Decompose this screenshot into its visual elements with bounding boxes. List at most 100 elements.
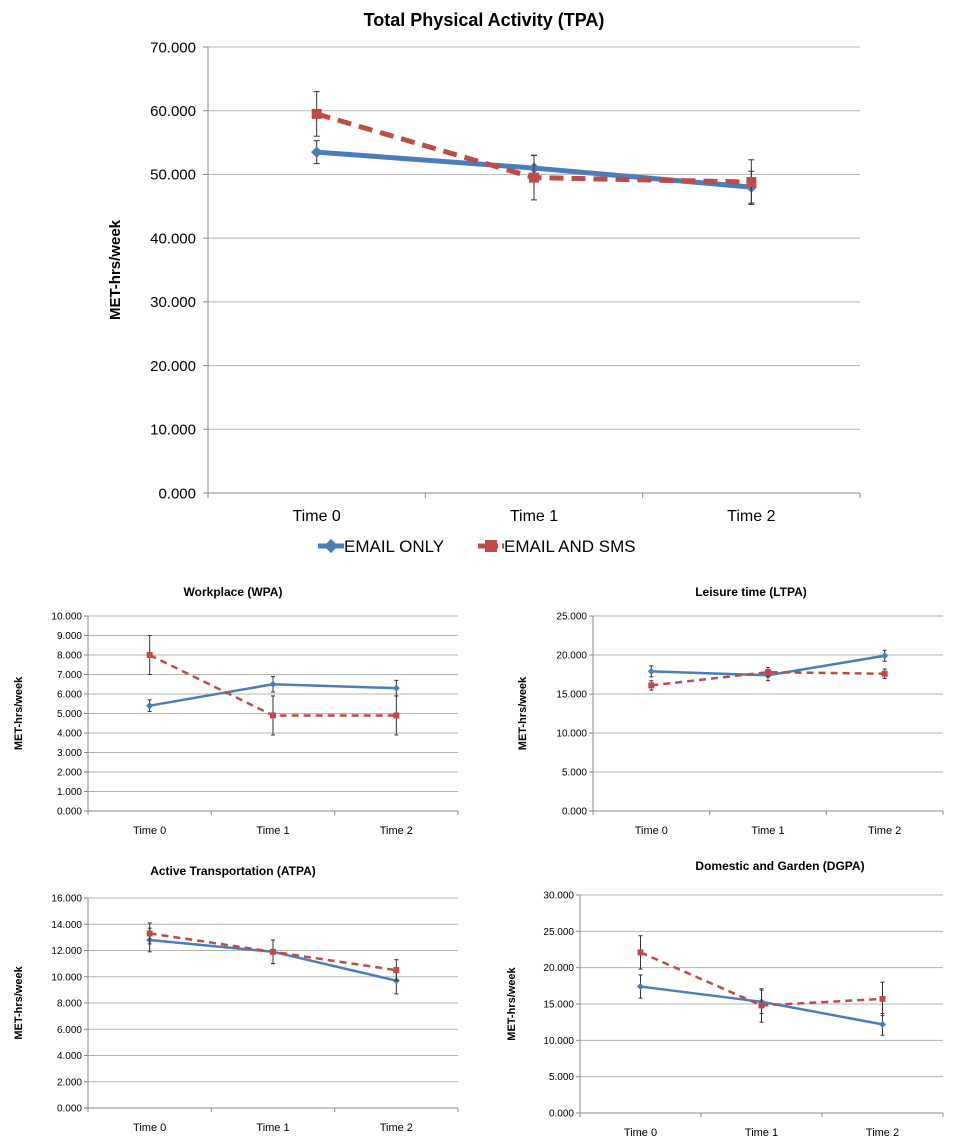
- chart-title: Leisure time (LTPA): [695, 585, 807, 599]
- x-tick-label: Time 1: [751, 825, 784, 837]
- data-point-email-sms: [393, 712, 400, 719]
- data-point-email-only: [647, 667, 655, 675]
- y-tick-label: 2.000: [57, 768, 82, 779]
- data-point-email-sms: [648, 682, 655, 689]
- data-point-email-sms: [879, 995, 886, 1002]
- legend: EMAIL ONLY EMAIL AND SMS: [318, 537, 636, 556]
- y-tick-label: 0.000: [158, 485, 196, 502]
- y-axis-title: MET-hrs/week: [107, 219, 124, 320]
- data-point-email-only: [636, 983, 645, 991]
- x-tick-label: Time 0: [293, 508, 341, 525]
- y-tick-label: 20.000: [556, 651, 587, 662]
- y-axis-title: MET-hrs/week: [13, 676, 25, 750]
- chart-title: Workplace (WPA): [184, 585, 283, 599]
- chart-title: Active Transportation (ATPA): [150, 864, 316, 878]
- y-tick-label: 0.000: [57, 807, 82, 818]
- x-tick-label: Time 0: [624, 1127, 657, 1137]
- y-tick-label: 20.000: [150, 358, 196, 375]
- data-point-email-only: [878, 1020, 887, 1028]
- chart-dgpa: Domestic and Garden (DGPA) 0.000 5.000 10.0…: [506, 859, 944, 1137]
- y-tick-label: 7.000: [57, 670, 82, 681]
- data-point-email-only: [881, 652, 889, 660]
- y-tick-label: 0.000: [57, 1104, 82, 1115]
- y-tick-label: 10.000: [150, 422, 196, 439]
- data-point-email-sms: [758, 1002, 765, 1009]
- x-tick-label: Time 0: [133, 1122, 166, 1134]
- y-tick-label: 50.000: [150, 167, 196, 184]
- y-tick-label: 14.000: [51, 920, 82, 931]
- data-point-email-sms: [393, 967, 400, 974]
- chart-wpa: Workplace (WPA) 0.000 1.000 2.000 3.000 4.000…: [13, 585, 459, 837]
- y-tick-label: 8.000: [57, 651, 82, 662]
- data-point-email-sms: [529, 172, 539, 183]
- y-tick-label: 10.000: [556, 729, 587, 740]
- chart-title: Total Physical Activity (TPA): [364, 10, 605, 30]
- data-point-email-sms: [311, 108, 322, 119]
- y-tick-label: 70.000: [150, 39, 196, 56]
- legend-label-email-only: EMAIL ONLY: [344, 537, 444, 556]
- series-line-email-sms: [651, 670, 885, 687]
- y-tick-label: 0.000: [562, 807, 587, 818]
- chart-tpa: Total Physical Activity (TPA) 0.000 10.000…: [107, 10, 861, 525]
- chart-atpa: Active Transportation (ATPA) 0.000 2.000 4.…: [13, 864, 459, 1134]
- data-point-email-sms: [881, 670, 888, 677]
- y-tick-label: 15.000: [556, 690, 587, 701]
- x-tick-label: Time 2: [868, 825, 901, 837]
- x-tick-label: Time 1: [256, 825, 289, 837]
- x-tick-label: Time 2: [380, 1122, 413, 1134]
- y-axis-title: MET-hrs/week: [517, 676, 529, 750]
- y-axis-title: MET-hrs/week: [13, 965, 25, 1039]
- x-tick-label: Time 0: [635, 825, 668, 837]
- x-tick-label: Time 2: [866, 1127, 899, 1137]
- x-tick-label: Time 0: [133, 825, 166, 837]
- y-tick-label: 25.000: [543, 927, 574, 938]
- data-point-email-only: [269, 680, 277, 688]
- y-tick-label: 10.000: [543, 1036, 574, 1047]
- y-tick-label: 8.000: [57, 999, 82, 1010]
- y-tick-label: 4.000: [57, 1051, 82, 1062]
- y-tick-label: 30.000: [150, 294, 196, 311]
- y-tick-label: 5.000: [57, 709, 82, 720]
- y-tick-label: 16.000: [51, 894, 82, 905]
- y-axis-title: MET-hrs/week: [506, 966, 518, 1040]
- x-tick-label: Time 2: [380, 825, 413, 837]
- x-tick-label: Time 2: [727, 508, 775, 525]
- legend-marker-email-sms: [485, 540, 497, 552]
- y-tick-label: 10.000: [51, 972, 82, 983]
- x-tick-label: Time 1: [510, 508, 558, 525]
- legend-label-email-sms: EMAIL AND SMS: [504, 537, 636, 556]
- y-tick-label: 12.000: [51, 946, 82, 957]
- y-tick-label: 6.000: [57, 690, 82, 701]
- chart-ltpa: Leisure time (LTPA) 0.000 5.000 10.000 15.00…: [517, 585, 944, 837]
- y-tick-label: 5.000: [549, 1072, 574, 1083]
- y-tick-label: 10.000: [51, 612, 82, 623]
- y-tick-label: 5.000: [562, 768, 587, 779]
- y-tick-label: 0.000: [549, 1109, 574, 1120]
- y-tick-label: 1.000: [57, 787, 82, 798]
- y-tick-label: 3.000: [57, 748, 82, 759]
- x-tick-label: Time 1: [256, 1122, 289, 1134]
- y-tick-label: 9.000: [57, 631, 82, 642]
- y-tick-label: 6.000: [57, 1025, 82, 1036]
- x-tick-label: Time 1: [745, 1127, 778, 1137]
- data-point-email-sms: [270, 948, 276, 955]
- data-point-email-sms: [637, 949, 644, 956]
- chart-title: Domestic and Garden (DGPA): [695, 859, 864, 873]
- data-point-email-sms: [746, 177, 757, 188]
- y-tick-label: 25.000: [556, 612, 587, 623]
- y-tick-label: 30.000: [543, 891, 574, 902]
- y-tick-label: 60.000: [150, 103, 196, 120]
- y-tick-label: 4.000: [57, 729, 82, 740]
- y-tick-label: 40.000: [150, 230, 196, 247]
- data-point-email-only: [392, 684, 400, 692]
- y-tick-label: 15.000: [543, 1000, 574, 1011]
- y-tick-label: 2.000: [57, 1077, 82, 1088]
- legend-marker-email-only: [323, 538, 339, 554]
- data-point-email-sms: [270, 712, 276, 719]
- data-point-email-only: [311, 146, 323, 158]
- y-tick-label: 20.000: [543, 963, 574, 974]
- data-point-email-only: [146, 702, 154, 710]
- data-point-email-sms: [146, 652, 153, 658]
- data-point-email-sms: [146, 930, 153, 937]
